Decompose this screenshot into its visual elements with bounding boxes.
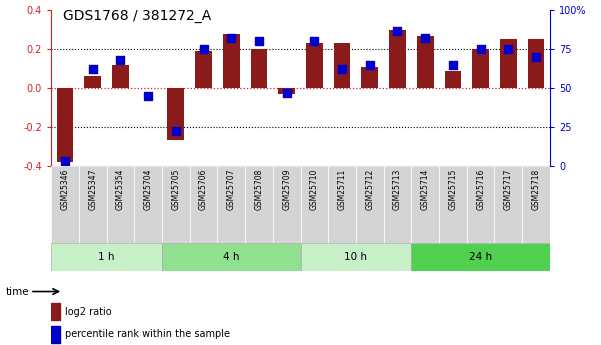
Text: GSM25717: GSM25717 bbox=[504, 169, 513, 210]
Bar bbox=[389, 30, 406, 88]
Text: GSM25716: GSM25716 bbox=[476, 169, 485, 210]
Bar bbox=[84, 76, 101, 88]
Point bbox=[199, 47, 209, 52]
Text: GSM25710: GSM25710 bbox=[310, 169, 319, 210]
Bar bbox=[500, 39, 517, 88]
Bar bbox=[273, 166, 300, 243]
Bar bbox=[162, 243, 300, 271]
Text: GSM25705: GSM25705 bbox=[171, 169, 180, 210]
Bar bbox=[411, 243, 550, 271]
Bar bbox=[251, 49, 267, 88]
Point bbox=[337, 67, 347, 72]
Bar bbox=[223, 34, 240, 88]
Point bbox=[531, 54, 541, 60]
Point bbox=[392, 28, 402, 33]
Bar bbox=[361, 67, 378, 88]
Bar bbox=[495, 166, 522, 243]
Text: GSM25707: GSM25707 bbox=[227, 169, 236, 210]
Text: GSM25347: GSM25347 bbox=[88, 169, 97, 210]
Text: GSM25709: GSM25709 bbox=[282, 169, 291, 210]
Bar bbox=[112, 65, 129, 88]
Text: GSM25715: GSM25715 bbox=[448, 169, 457, 210]
Bar bbox=[195, 51, 212, 88]
Bar bbox=[411, 166, 439, 243]
Text: 10 h: 10 h bbox=[344, 252, 367, 262]
Bar bbox=[51, 303, 60, 320]
Text: GSM25706: GSM25706 bbox=[199, 169, 208, 210]
Bar bbox=[190, 166, 218, 243]
Bar bbox=[528, 39, 545, 88]
Point bbox=[365, 62, 374, 68]
Point bbox=[504, 47, 513, 52]
Bar bbox=[134, 166, 162, 243]
Text: percentile rank within the sample: percentile rank within the sample bbox=[65, 329, 230, 339]
Text: 24 h: 24 h bbox=[469, 252, 492, 262]
Bar bbox=[467, 166, 495, 243]
Text: GSM25712: GSM25712 bbox=[365, 169, 374, 210]
Text: GSM25708: GSM25708 bbox=[254, 169, 263, 210]
Point bbox=[60, 158, 70, 164]
Point bbox=[115, 57, 125, 63]
Bar bbox=[56, 88, 73, 162]
Bar bbox=[51, 166, 79, 243]
Point bbox=[143, 93, 153, 99]
Bar bbox=[472, 49, 489, 88]
Text: time: time bbox=[6, 287, 29, 296]
Point bbox=[421, 36, 430, 41]
Point bbox=[171, 129, 181, 134]
Point bbox=[88, 67, 97, 72]
Text: GSM25713: GSM25713 bbox=[393, 169, 402, 210]
Bar bbox=[383, 166, 411, 243]
Bar bbox=[168, 88, 184, 140]
Text: GSM25711: GSM25711 bbox=[338, 169, 347, 210]
Bar bbox=[439, 166, 467, 243]
Bar bbox=[522, 166, 550, 243]
Bar bbox=[51, 243, 162, 271]
Bar bbox=[278, 88, 295, 94]
Text: GSM25346: GSM25346 bbox=[61, 169, 70, 210]
Point bbox=[254, 39, 264, 44]
Bar bbox=[300, 166, 328, 243]
Text: log2 ratio: log2 ratio bbox=[65, 307, 112, 317]
Bar bbox=[106, 166, 134, 243]
Text: GSM25704: GSM25704 bbox=[144, 169, 153, 210]
Point bbox=[448, 62, 458, 68]
Text: 4 h: 4 h bbox=[223, 252, 239, 262]
Text: GSM25354: GSM25354 bbox=[116, 169, 125, 210]
Bar bbox=[162, 166, 190, 243]
Bar bbox=[79, 166, 106, 243]
Bar bbox=[51, 326, 60, 343]
Text: GDS1768 / 381272_A: GDS1768 / 381272_A bbox=[63, 9, 212, 23]
Point bbox=[282, 90, 291, 96]
Bar bbox=[300, 243, 411, 271]
Text: GSM25714: GSM25714 bbox=[421, 169, 430, 210]
Point bbox=[227, 36, 236, 41]
Bar bbox=[356, 166, 383, 243]
Bar bbox=[328, 166, 356, 243]
Bar bbox=[417, 36, 433, 88]
Bar bbox=[218, 166, 245, 243]
Bar bbox=[306, 43, 323, 88]
Point bbox=[310, 39, 319, 44]
Point bbox=[476, 47, 486, 52]
Bar bbox=[245, 166, 273, 243]
Bar bbox=[334, 43, 350, 88]
Bar bbox=[445, 70, 461, 88]
Text: GSM25718: GSM25718 bbox=[531, 169, 540, 210]
Text: 1 h: 1 h bbox=[98, 252, 115, 262]
